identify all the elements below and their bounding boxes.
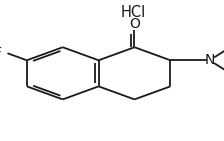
Text: O: O (129, 17, 140, 31)
Text: HCl: HCl (121, 5, 146, 20)
Text: N: N (204, 53, 215, 67)
Text: F: F (0, 46, 2, 60)
